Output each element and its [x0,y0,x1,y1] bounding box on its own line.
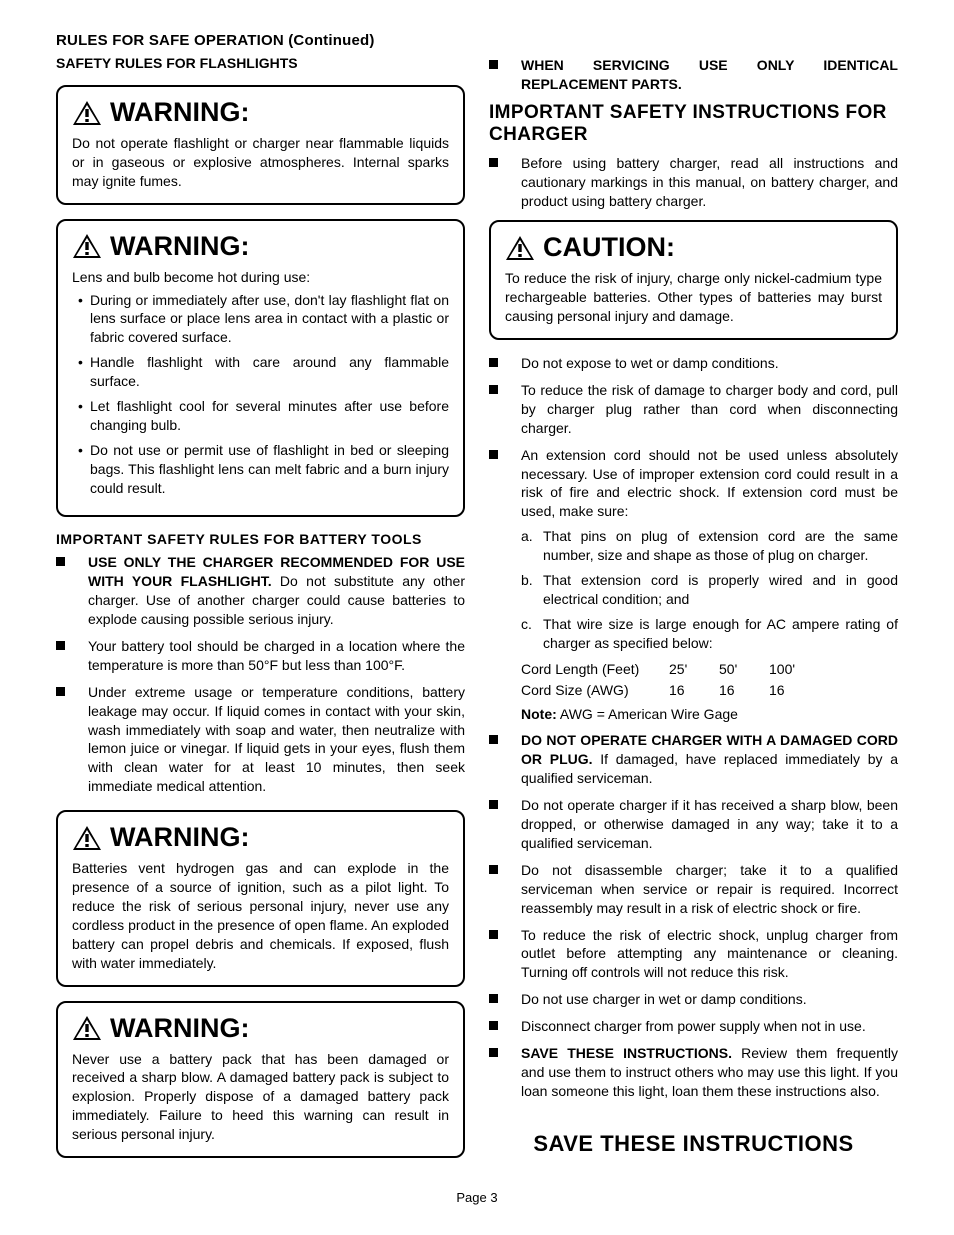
list-item: WHEN SERVICING USE ONLY IDENTICAL REPLAC… [489,56,898,94]
warning-label: WARNING: [110,1013,249,1044]
warning-box-4: WARNING: Never use a battery pack that h… [56,1001,465,1158]
abc-label: b. [521,571,533,590]
warning-head: WARNING: [72,97,449,128]
charger-list: Do not expose to wet or damp conditions.… [489,354,898,1101]
list-item: Before using battery charger, read all i… [489,154,898,211]
ext-intro: An extension cord should not be used unl… [521,447,898,520]
save-heading: SAVE THESE INSTRUCTIONS [489,1131,898,1157]
battery-list: USE ONLY THE CHARGER RECOMMENDED FOR USE… [56,553,465,796]
warning-body: Never use a battery pack that has been d… [72,1050,449,1144]
table-row: Cord Length (Feet) 25' 50' 100' [521,659,898,680]
abc-label: c. [521,615,532,634]
abc-label: a. [521,527,533,546]
list-item: Your battery tool should be charged in a… [56,637,465,675]
abc-text: That pins on plug of extension cord are … [543,528,898,563]
left-column: RULES FOR SAFE OPERATION (Continued) SAF… [56,32,465,1172]
list-item: b. That extension cord is properly wired … [521,571,898,609]
warning-label: WARNING: [110,231,249,262]
lead-bold: WHEN SERVICING USE ONLY IDENTICAL REPLAC… [521,57,898,92]
warning-icon [72,825,102,851]
list-item: USE ONLY THE CHARGER RECOMMENDED FOR USE… [56,553,465,629]
warning-box-1: WARNING: Do not operate flashlight or ch… [56,85,465,205]
list-item: An extension cord should not be used unl… [489,446,898,724]
charger-heading: IMPORTANT SAFETY INSTRUCTIONS FOR CHARGE… [489,102,898,146]
warning-bullets: During or immediately after use, don't l… [72,291,449,498]
cell: Cord Size (AWG) [521,680,669,701]
list-item: During or immediately after use, don't l… [72,291,449,348]
warning-intro: Lens and bulb become hot during use: [72,268,449,287]
cell: 16 [719,680,769,701]
abc-text: That extension cord is properly wired an… [543,572,898,607]
warning-box-2: WARNING: Lens and bulb become hot during… [56,219,465,518]
warning-icon [505,235,535,261]
caution-body: To reduce the risk of injury, charge onl… [505,269,882,326]
table-row: Cord Size (AWG) 16 16 16 [521,680,898,701]
abc-text: That wire size is large enough for AC am… [543,616,898,651]
list-item: Do not operate charger if it has receive… [489,796,898,853]
page: RULES FOR SAFE OPERATION (Continued) SAF… [0,0,954,1235]
page-number: Page 3 [56,1190,898,1205]
ext-abc-list: a. That pins on plug of extension cord ar… [521,527,898,652]
list-item: c. That wire size is large enough for AC … [521,615,898,653]
warning-body: Batteries vent hydrogen gas and can expl… [72,859,449,972]
list-item: Disconnect charger from power supply whe… [489,1017,898,1036]
caution-head: CAUTION: [505,232,882,263]
caution-box: CAUTION: To reduce the risk of injury, c… [489,220,898,340]
warning-head: WARNING: [72,1013,449,1044]
cell: 100' [769,659,819,680]
pre-caution-list: Before using battery charger, read all i… [489,154,898,211]
warning-head: WARNING: [72,231,449,262]
caution-label: CAUTION: [543,232,675,263]
columns: RULES FOR SAFE OPERATION (Continued) SAF… [56,32,898,1172]
warning-icon [72,233,102,259]
list-item: Do not use or permit use of flashlight i… [72,441,449,498]
cell: 50' [719,659,769,680]
list-item: Do not disassemble charger; take it to a… [489,861,898,918]
cell: 25' [669,659,719,680]
page-subtitle: SAFETY RULES FOR FLASHLIGHTS [56,55,465,71]
cell: Cord Length (Feet) [521,659,669,680]
list-item: SAVE THESE INSTRUCTIONS. Review them fre… [489,1044,898,1101]
list-item: Do not expose to wet or damp conditions. [489,354,898,373]
list-item: Let flashlight cool for several minutes … [72,397,449,435]
cell: 16 [769,680,819,701]
list-item: Handle flashlight with care around any f… [72,353,449,391]
list-item: Do not use charger in wet or damp condit… [489,990,898,1009]
right-column: WHEN SERVICING USE ONLY IDENTICAL REPLAC… [489,32,898,1172]
cord-table: Cord Length (Feet) 25' 50' 100' Cord Siz… [521,659,898,701]
warning-head: WARNING: [72,822,449,853]
list-item: Under extreme usage or temperature condi… [56,683,465,796]
page-title: RULES FOR SAFE OPERATION (Continued) [56,32,465,49]
warning-box-3: WARNING: Batteries vent hydrogen gas and… [56,810,465,986]
list-item: DO NOT OPERATE CHARGER WITH A DAMAGED CO… [489,731,898,788]
top-list: WHEN SERVICING USE ONLY IDENTICAL REPLAC… [489,56,898,94]
warning-label: WARNING: [110,97,249,128]
note-rest: AWG = American Wire Gage [557,706,738,722]
note-line: Note: AWG = American Wire Gage [521,705,898,724]
list-item: a. That pins on plug of extension cord ar… [521,527,898,565]
list-item: To reduce the risk of damage to charger … [489,381,898,438]
warning-label: WARNING: [110,822,249,853]
cell: 16 [669,680,719,701]
list-item: To reduce the risk of electric shock, un… [489,926,898,983]
warning-body: Lens and bulb become hot during use: Dur… [72,268,449,498]
lead-bold: SAVE THESE INSTRUCTIONS. [521,1045,732,1061]
warning-icon [72,1015,102,1041]
note-label: Note: [521,706,557,722]
warning-body: Do not operate flashlight or charger nea… [72,134,449,191]
warning-icon [72,100,102,126]
battery-heading: IMPORTANT SAFETY RULES FOR BATTERY TOOLS [56,531,465,547]
